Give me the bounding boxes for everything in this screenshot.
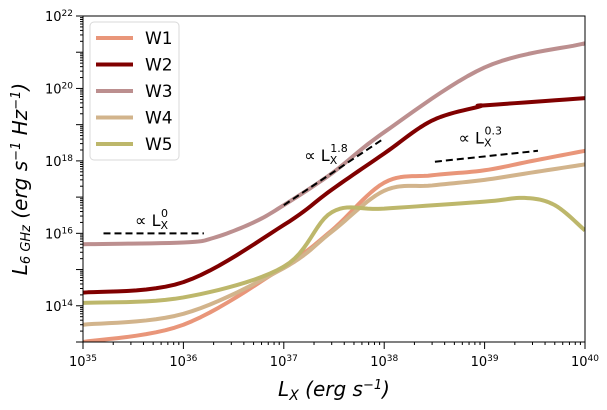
reference-annotation-2: ∝ LX1.8 bbox=[304, 142, 347, 167]
legend-label-w3: W3 bbox=[145, 82, 173, 102]
x-tick-label: 1036 bbox=[169, 354, 197, 370]
y-tick-label: 1014 bbox=[45, 298, 73, 314]
reference-line-3 bbox=[434, 149, 539, 163]
x-tick-label: 1039 bbox=[471, 354, 499, 370]
legend-box bbox=[89, 21, 180, 161]
reference-line-2 bbox=[283, 137, 385, 206]
y-tick-label: 1018 bbox=[45, 153, 73, 169]
series-line-w5 bbox=[83, 195, 585, 305]
x-tick-label: 1035 bbox=[69, 354, 97, 370]
legend-label-w2: W2 bbox=[145, 56, 173, 76]
x-tick-label: 1040 bbox=[571, 354, 599, 370]
x-tick-label: 1037 bbox=[270, 354, 298, 370]
plot-frame bbox=[82, 15, 586, 343]
series-line-w1 bbox=[83, 148, 585, 342]
legend-label-w1: W1 bbox=[145, 29, 173, 49]
series-line-w4 bbox=[83, 162, 585, 327]
x-axis-label: LX (erg s−1) bbox=[278, 377, 390, 404]
x-tick-label: 1038 bbox=[370, 354, 398, 370]
legend: W1 W2 W3 W4 W5 bbox=[89, 21, 180, 161]
reference-annotation-3: ∝ LX0.3 bbox=[459, 124, 502, 149]
y-tick-label: 1022 bbox=[45, 9, 73, 25]
y-tick-label: 1016 bbox=[45, 226, 73, 242]
legend-label-w4: W4 bbox=[145, 109, 173, 129]
y-tick-label: 1020 bbox=[45, 81, 73, 97]
ticks-layer: 1035 1036 1037 1038 1039 1040 1014 1016 1018 1020… bbox=[45, 9, 599, 370]
reference-lines-layer: ∝ LX0 ∝ LX1.8 ∝ LX0.3 bbox=[103, 124, 539, 235]
series-line-w2 bbox=[83, 96, 585, 295]
legend-label-w5: W5 bbox=[145, 135, 173, 155]
reference-annotation-1: ∝ LX0 bbox=[135, 207, 168, 232]
y-axis-label: L6 GHz (erg s−1 Hz−1) bbox=[8, 83, 34, 275]
